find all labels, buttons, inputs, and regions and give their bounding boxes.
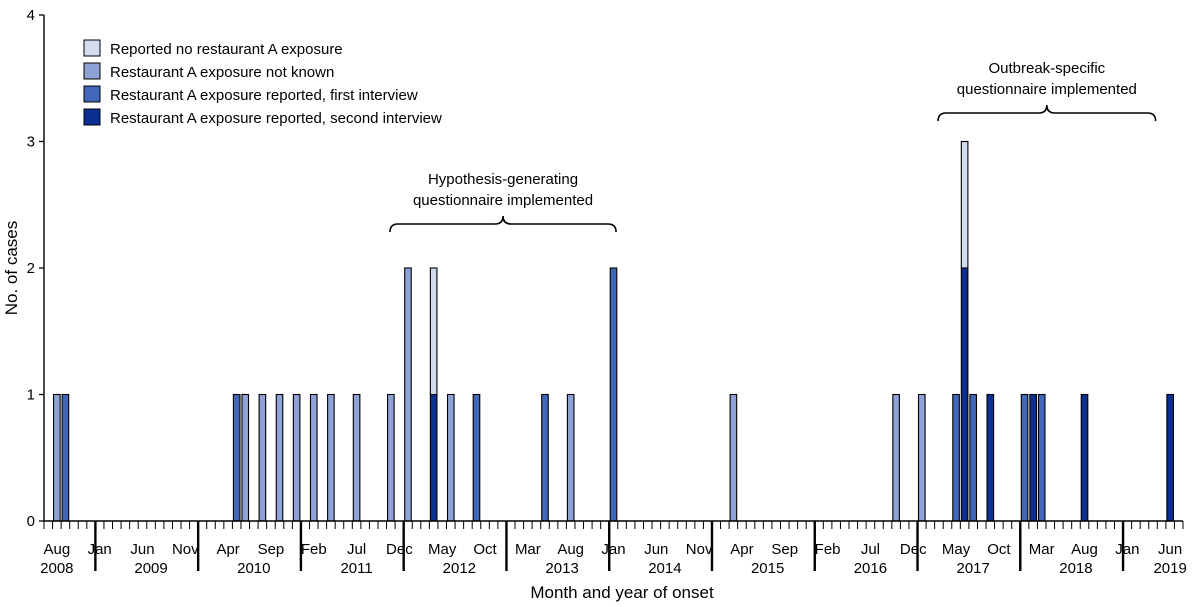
annotation-label: questionnaire implemented — [413, 192, 593, 209]
y-tick-label: 3 — [27, 134, 35, 151]
bar-segment — [429, 393, 438, 522]
bar-segment — [960, 140, 969, 269]
year-label: 2019 — [1153, 560, 1186, 577]
year-label: 2013 — [545, 560, 578, 577]
annotation-bracket — [937, 104, 1157, 122]
bar-segment — [241, 393, 250, 522]
legend-label: Restaurant A exposure reported, first in… — [110, 87, 418, 104]
bar-segment — [53, 393, 61, 522]
bar-segment — [309, 393, 318, 522]
x-tick-label: Aug — [557, 541, 584, 558]
x-tick-label: Feb — [301, 541, 327, 558]
chart-legend: Reported no restaurant A exposure Restaur… — [83, 39, 442, 127]
year-label: 2016 — [854, 560, 887, 577]
year-label: 2014 — [648, 560, 681, 577]
bar-segment — [1080, 393, 1089, 522]
bar-segment — [472, 393, 481, 522]
bar-segment — [404, 267, 412, 522]
bar-segment — [952, 393, 960, 522]
bar-segment — [960, 267, 969, 522]
annotation-label: Outbreak-specific — [988, 60, 1105, 77]
year-label: 2015 — [751, 560, 784, 577]
year-label: 2018 — [1059, 560, 1092, 577]
legend-swatch — [83, 39, 101, 57]
y-axis-title: No. of cases — [2, 221, 21, 316]
bar-segment — [352, 393, 361, 522]
bar-segment — [232, 393, 241, 522]
bar-segment — [275, 393, 284, 522]
x-axis-title: Month and year of onset — [530, 583, 714, 602]
bar-segment — [566, 393, 575, 522]
x-tick-label: Mar — [515, 541, 541, 558]
legend-swatch — [83, 62, 101, 80]
bar-segment — [327, 393, 335, 522]
y-tick-label: 0 — [27, 513, 35, 530]
x-tick-label: Nov — [686, 541, 713, 558]
legend-label: Restaurant A exposure reported, second i… — [110, 110, 442, 127]
bar-segment — [609, 267, 618, 522]
x-tick-label: Jan — [88, 541, 112, 558]
year-label: 2017 — [956, 560, 989, 577]
bar-segment — [892, 393, 900, 522]
y-tick-label: 4 — [27, 7, 35, 24]
x-tick-label: May — [428, 541, 457, 558]
x-tick-label: Aug — [43, 541, 70, 558]
x-tick-label: Apr — [216, 541, 239, 558]
year-label: 2011 — [340, 560, 372, 577]
bar-segment — [61, 393, 70, 522]
legend-swatch — [83, 85, 101, 103]
bar-segment — [387, 393, 395, 522]
year-label: 2009 — [134, 560, 167, 577]
y-tick-label: 2 — [27, 260, 35, 277]
x-tick-label: Jan — [1115, 541, 1139, 558]
year-label: 2008 — [40, 560, 73, 577]
x-tick-label: Nov — [172, 541, 199, 558]
x-tick-label: Jul — [861, 541, 880, 558]
x-tick-label: Aug — [1071, 541, 1098, 558]
annotation-bracket — [389, 215, 617, 233]
x-tick-label: Jun — [644, 541, 668, 558]
x-tick-label: Jun — [130, 541, 154, 558]
x-tick-label: Dec — [900, 541, 927, 558]
x-tick-label: Apr — [730, 541, 753, 558]
bar-segment — [446, 393, 455, 522]
bar-segment — [969, 393, 978, 522]
legend-swatch — [83, 108, 101, 126]
year-label: 2012 — [443, 560, 476, 577]
legend-label: Reported no restaurant A exposure — [110, 41, 343, 58]
x-tick-label: Sep — [258, 541, 285, 558]
x-tick-label: Jul — [347, 541, 366, 558]
annotation-label: questionnaire implemented — [957, 81, 1137, 98]
bar-segment — [1020, 393, 1029, 522]
bar-segment — [729, 393, 738, 522]
legend-label: Restaurant A exposure not known — [110, 64, 334, 81]
chart-axes: 0 1 2 3 4 Aug Jan Jun Nov Apr Sep Feb Jul Dec May Oct Ma… — [27, 7, 1187, 577]
bar-segment — [917, 393, 926, 522]
bar-segment — [1166, 393, 1174, 522]
x-tick-label: Feb — [815, 541, 841, 558]
x-tick-label: Oct — [987, 541, 1011, 558]
y-tick-label: 1 — [27, 387, 35, 404]
chart-annotations: Hypothesis-generating questionnaire imple… — [389, 60, 1157, 233]
x-tick-label: Mar — [1029, 541, 1055, 558]
x-tick-label: May — [942, 541, 971, 558]
x-tick-label: Sep — [771, 541, 798, 558]
bar-segment — [1037, 393, 1046, 522]
bar-segment — [292, 393, 301, 522]
chart-bars — [53, 140, 1174, 522]
x-tick-label: Jan — [601, 541, 625, 558]
x-tick-label: Jun — [1158, 541, 1182, 558]
bar-segment — [541, 393, 549, 522]
x-tick-label: Dec — [386, 541, 413, 558]
x-tick-label: Oct — [473, 541, 497, 558]
year-label: 2010 — [237, 560, 270, 577]
bar-segment — [1029, 393, 1037, 522]
annotation-label: Hypothesis-generating — [428, 171, 578, 188]
bar-segment — [429, 267, 438, 396]
bar-segment — [258, 393, 267, 522]
bar-segment — [986, 393, 995, 522]
